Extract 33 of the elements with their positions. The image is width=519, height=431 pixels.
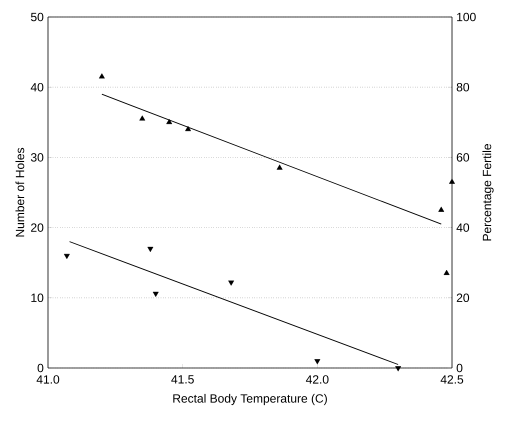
x-tick-label: 42.5 bbox=[440, 375, 464, 384]
x-tick-label: 42.0 bbox=[306, 375, 329, 384]
point bbox=[185, 126, 192, 132]
point bbox=[276, 164, 283, 170]
y-axis-title: Number of Holes bbox=[15, 148, 24, 237]
y-tick-label: 50 bbox=[30, 12, 44, 22]
y-tick-label: 30 bbox=[30, 153, 44, 162]
point bbox=[64, 254, 70, 260]
point bbox=[139, 115, 146, 121]
x-tick-label: 41.5 bbox=[171, 375, 194, 384]
y-tick-label: 20 bbox=[31, 223, 44, 232]
y-tick-label: 0 bbox=[38, 364, 44, 372]
y2-tick-label: 40 bbox=[456, 223, 470, 232]
y2-tick-label: 80 bbox=[456, 82, 470, 92]
point bbox=[438, 206, 444, 212]
y2-axis-title: Percentage Fertile bbox=[482, 144, 494, 241]
point bbox=[444, 270, 450, 276]
point bbox=[152, 292, 159, 297]
y2-tick-label: 60 bbox=[456, 153, 470, 162]
y2-tick-label: 20 bbox=[456, 294, 470, 302]
point bbox=[314, 359, 320, 364]
x-axis-title: Rectal Body Temperature (C) bbox=[173, 394, 327, 406]
point bbox=[228, 280, 234, 286]
y2-tick-label: 100 bbox=[457, 12, 476, 22]
x-tick-label: 41.0 bbox=[36, 375, 60, 384]
point bbox=[98, 73, 105, 78]
y-tick-label: 10 bbox=[31, 294, 44, 302]
y-tick-label: 40 bbox=[30, 82, 44, 92]
point bbox=[147, 246, 154, 252]
point bbox=[449, 178, 455, 184]
y2-tick-label: 0 bbox=[456, 364, 462, 372]
point bbox=[166, 118, 172, 124]
point bbox=[395, 366, 402, 372]
